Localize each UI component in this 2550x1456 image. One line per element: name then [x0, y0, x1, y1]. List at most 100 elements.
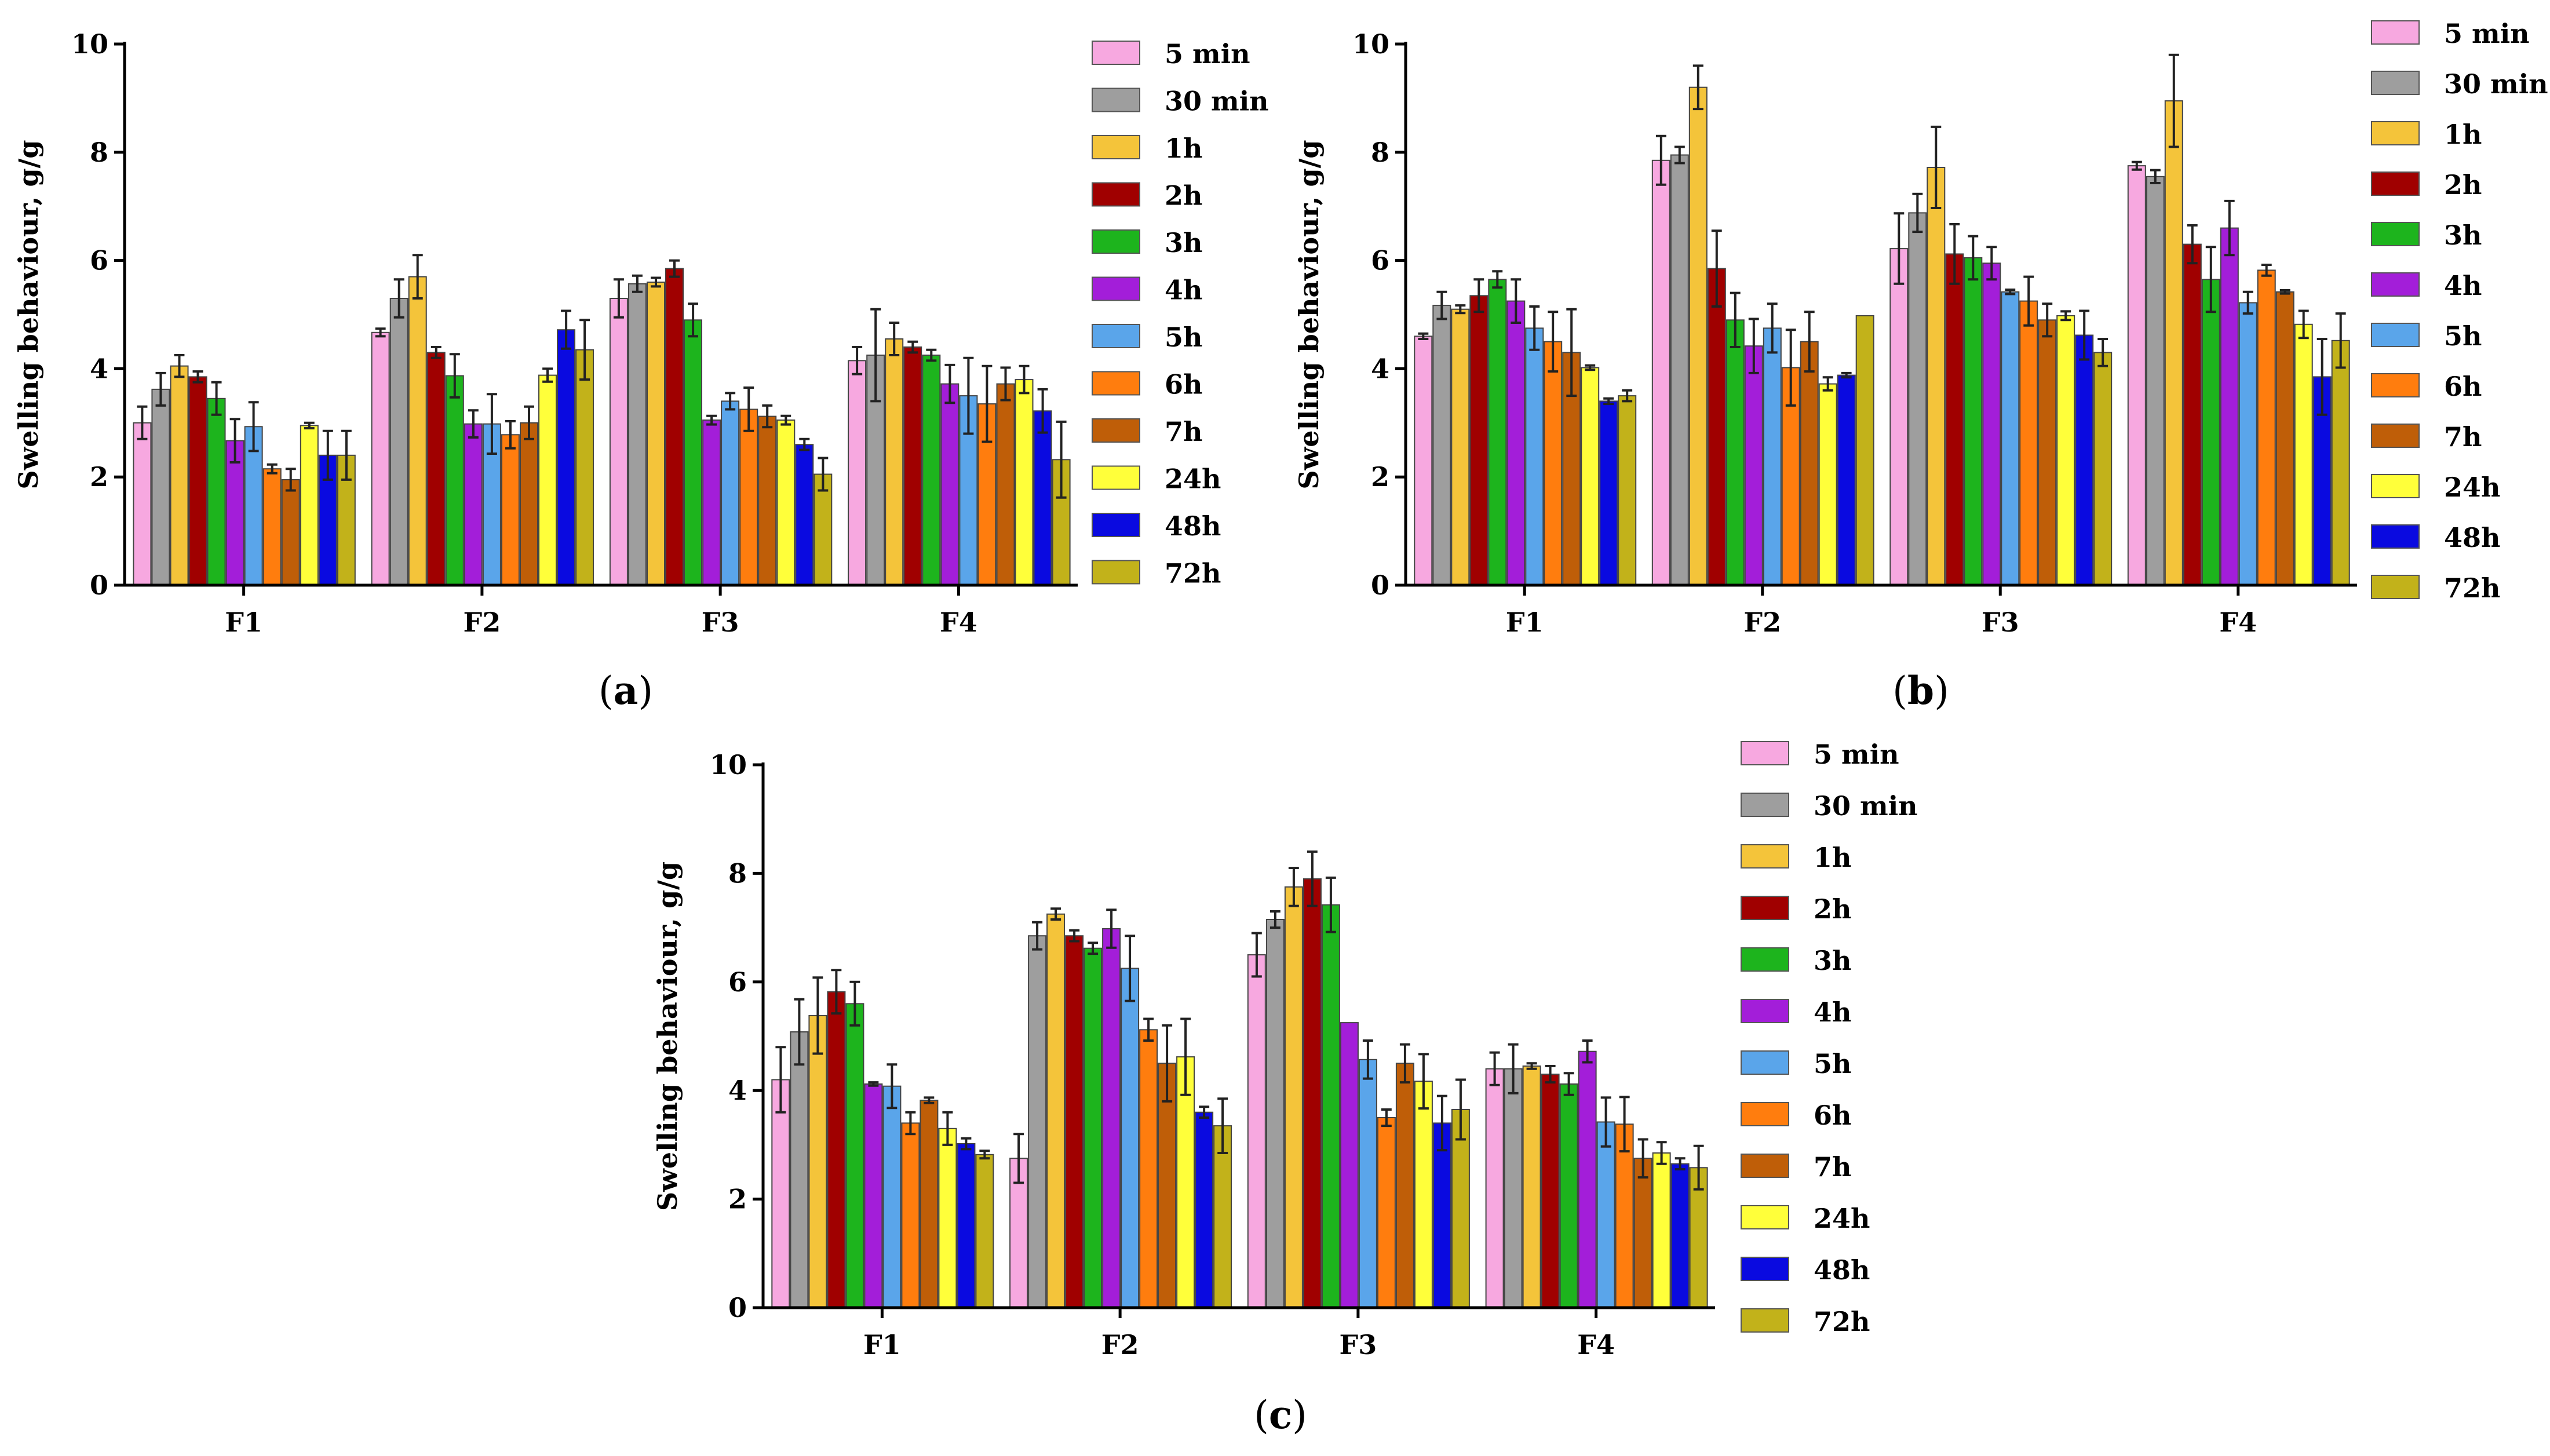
error-bar-b-F1-30-min: [1436, 290, 1447, 320]
error-bar-b-F4-7h: [2279, 289, 2290, 295]
legend-label: 5h: [1814, 1048, 1851, 1079]
bar-b-F1-24h: [1581, 367, 1600, 586]
bar-a-F1-5h: [244, 426, 263, 586]
error-bar-b-F1-5-min: [1418, 332, 1429, 340]
error-bar-c-F2-72h: [1217, 1097, 1228, 1154]
error-bar-a-F1-6h: [267, 463, 278, 475]
bar-a-F4-5-min: [848, 360, 867, 586]
error-bar-a-F3-5h: [725, 392, 736, 411]
error-bar-a-F1-1h: [174, 354, 185, 378]
legend-label: 1h: [1165, 133, 1202, 164]
y-tick-label: 4: [1371, 353, 1389, 384]
legend-swatch: [1741, 1154, 1789, 1178]
error-bar-a-F3-5-min: [613, 278, 624, 319]
bar-a-F3-6h: [739, 408, 758, 586]
legend-swatch: [1092, 229, 1140, 254]
error-bar-b-F4-6h: [2261, 264, 2272, 277]
bar-b-F4-24h: [2294, 323, 2313, 586]
legend-swatch: [1092, 371, 1140, 396]
error-bar-a-F4-4h: [944, 363, 955, 404]
legend-swatch: [1741, 1257, 1789, 1281]
bar-c-F1-30-min: [790, 1031, 809, 1308]
error-bar-b-F2-5h: [1767, 302, 1778, 354]
bar-b-F4-30-min: [2146, 176, 2165, 586]
bar-c-F2-3h: [1084, 947, 1103, 1308]
bar-a-F1-6h: [262, 468, 282, 586]
legend-swatch: [1741, 1308, 1789, 1333]
error-bar-c-F2-5-min: [1013, 1133, 1024, 1184]
bar-a-F2-48h: [557, 329, 575, 586]
error-bar-a-F1-3h: [211, 381, 222, 416]
y-tick-label: 8: [90, 137, 108, 168]
error-bar-c-F3-2h: [1307, 850, 1318, 907]
x-tick-label: F4: [2219, 607, 2257, 638]
bar-b-F4-6h: [2257, 269, 2276, 586]
error-bar-b-F4-3h: [2205, 246, 2216, 313]
error-bar-c-F4-6h: [1619, 1096, 1630, 1153]
error-bar-b-F4-24h: [2298, 309, 2309, 340]
error-bar-c-F4-3h: [1563, 1072, 1574, 1096]
error-bar-a-F4-72h: [1056, 420, 1067, 499]
error-bar-a-F4-5h: [963, 356, 974, 435]
error-bar-a-F2-1h: [412, 254, 423, 300]
y-tick-label: 6: [1371, 245, 1389, 276]
chart-panel-b: 0 2 4 6 8 10 F1 F2 F3 F4 Swelling behaviour, g/g 5 …: [1293, 18, 2548, 713]
error-bar-b-F3-3h: [1968, 235, 1979, 281]
error-bar-c-F1-5h: [887, 1063, 898, 1110]
error-bar-b-F1-48h: [1603, 397, 1614, 406]
error-bar-b-F1-2h: [1473, 278, 1484, 313]
bar-a-F3-5-min: [609, 298, 628, 586]
y-tick-label: 4: [90, 353, 108, 384]
error-bar-b-F1-3h: [1492, 270, 1503, 289]
bar-b-F4-1h: [2164, 100, 2183, 586]
error-bar-b-F2-1h: [1692, 64, 1703, 111]
x-tick-label: F1: [225, 607, 262, 638]
error-bar-c-F3-7h: [1399, 1043, 1410, 1084]
bar-c-F1-1h: [808, 1015, 827, 1309]
error-bar-a-F2-5h: [486, 393, 497, 455]
bar-a-F3-1h: [647, 282, 665, 586]
bar-a-F3-2h: [665, 268, 684, 586]
bar-b-F1-48h: [1599, 400, 1618, 586]
error-bar-c-F4-2h: [1545, 1065, 1556, 1084]
bar-b-F2-5h: [1763, 327, 1782, 586]
legend-swatch: [1741, 896, 1789, 920]
error-bar-b-F2-24h: [1822, 376, 1833, 392]
error-bar-b-F3-6h: [2023, 275, 2034, 327]
error-bar-b-F4-4h: [2224, 199, 2235, 257]
bar-b-F3-3h: [1964, 257, 1983, 586]
bar-a-F4-1h: [885, 338, 904, 586]
legend-label: 4h: [1165, 275, 1202, 306]
bar-a-F2-6h: [501, 434, 520, 586]
error-bar-c-F4-1h: [1526, 1062, 1537, 1070]
bar-a-F4-24h: [1015, 379, 1034, 586]
bar-b-F1-4h: [1506, 300, 1526, 586]
bar-b-F2-48h: [1837, 374, 1856, 586]
legend-swatch: [1092, 87, 1140, 112]
y-axis-label: Swelling behaviour, g/g: [652, 862, 683, 1211]
error-bar-b-F3-5-min: [1894, 212, 1905, 285]
legend-label: 2h: [2444, 169, 2482, 200]
bar-a-F1-72h: [337, 454, 356, 586]
y-tick-label: 10: [71, 28, 108, 60]
error-bar-c-F3-1h: [1288, 867, 1299, 907]
error-bar-a-F3-2h: [669, 259, 680, 278]
bar-c-F3-5h: [1358, 1059, 1377, 1309]
error-bar-c-F2-3h: [1088, 942, 1099, 955]
bar-a-F4-7h: [996, 383, 1015, 586]
bar-c-F3-4h: [1340, 1022, 1359, 1308]
error-bar-a-F4-6h: [982, 364, 993, 443]
bar-b-F3-2h: [1945, 253, 1964, 586]
bar-b-F4-7h: [2275, 291, 2294, 586]
legend-swatch: [1741, 844, 1789, 869]
bar-c-F4-72h: [1689, 1167, 1708, 1309]
legend-swatch: [1092, 182, 1140, 207]
legend-swatch: [2371, 373, 2420, 397]
error-bar-a-F4-1h: [889, 322, 900, 356]
error-bar-b-F2-5-min: [1655, 134, 1666, 186]
error-bar-b-F3-24h: [2060, 310, 2071, 322]
legend-swatch: [2371, 424, 2420, 448]
bar-c-F1-48h: [957, 1143, 976, 1308]
error-bar-a-F1-72h: [341, 429, 352, 481]
